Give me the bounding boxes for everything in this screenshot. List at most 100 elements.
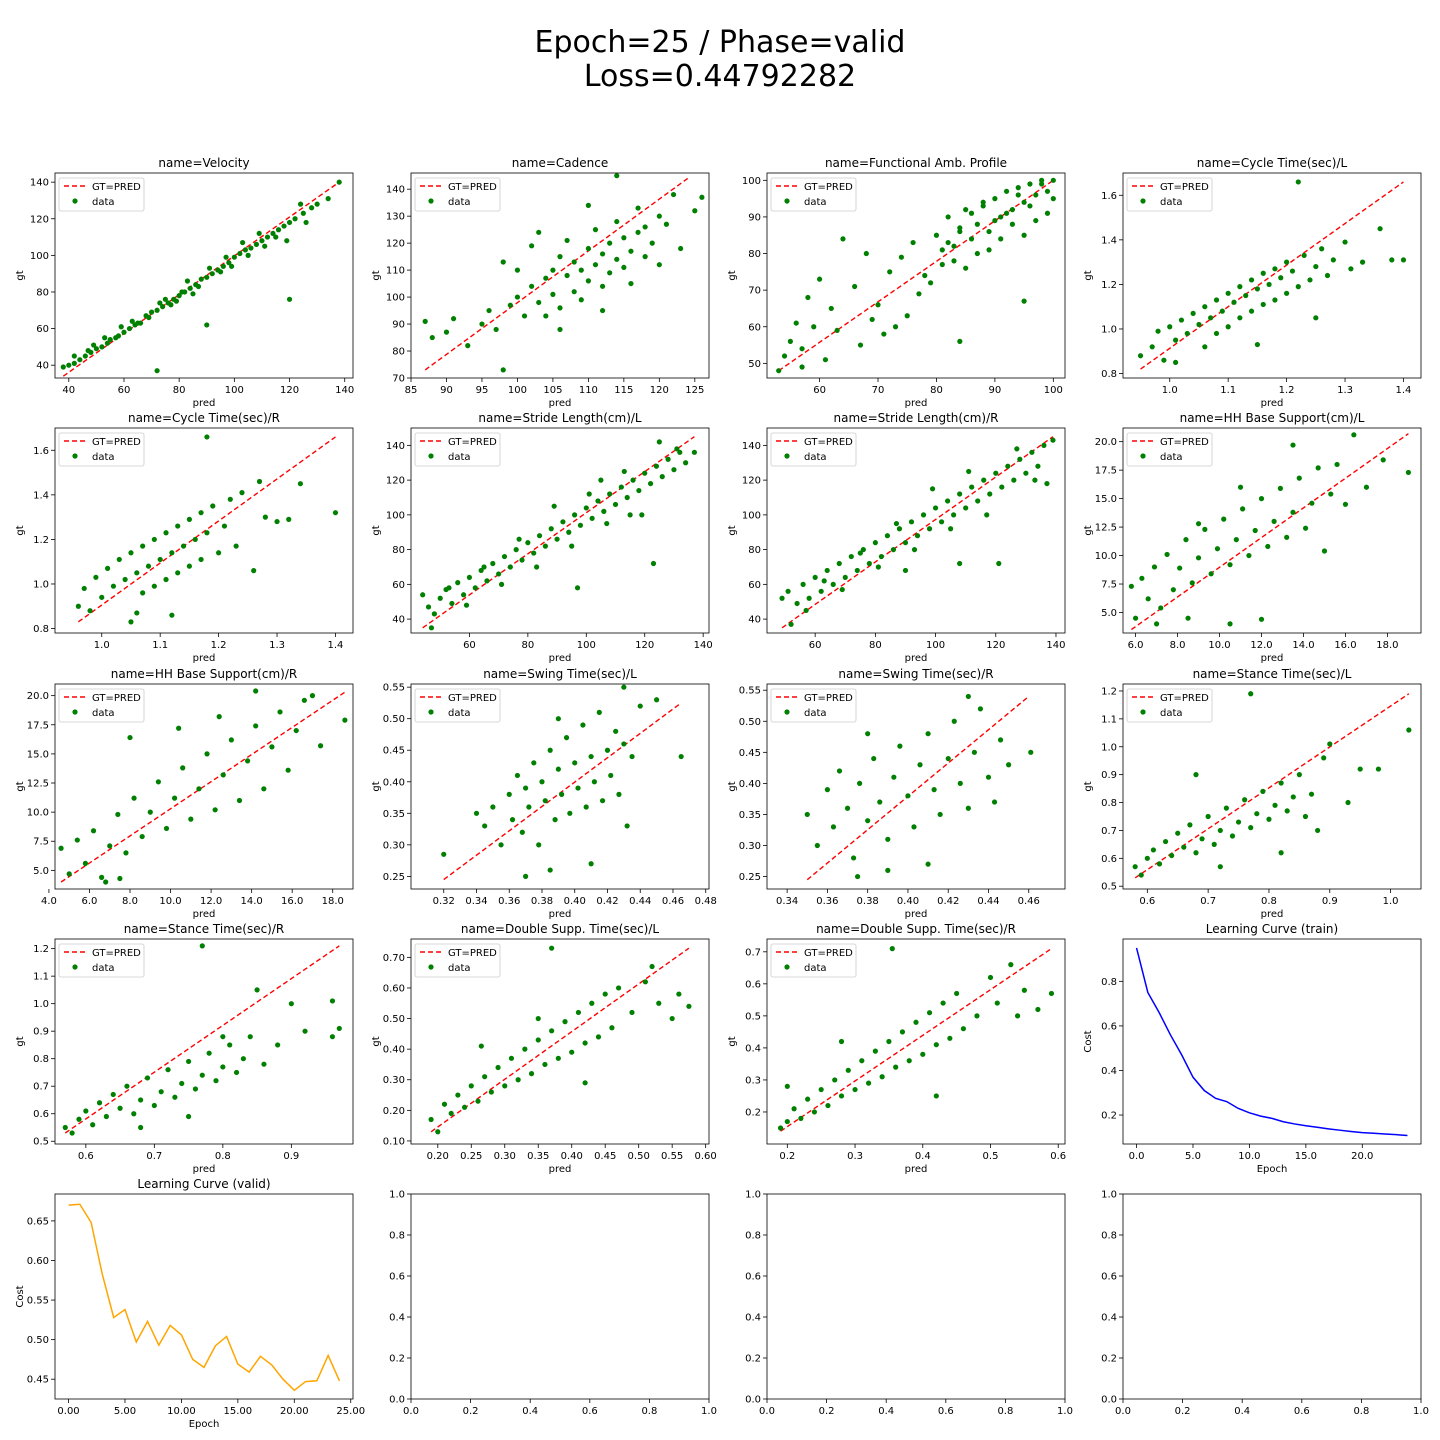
data-point — [975, 498, 981, 504]
y-axis-label: gt — [727, 270, 738, 280]
data-point — [128, 619, 134, 625]
data-point — [692, 208, 698, 214]
legend-marker-swatch — [72, 709, 78, 715]
axes-frame — [766, 172, 1066, 379]
data-point — [939, 261, 945, 268]
data-point — [981, 477, 987, 483]
data-point — [1301, 252, 1307, 259]
data-point — [508, 1055, 515, 1061]
data-point — [450, 316, 457, 322]
data-point — [621, 684, 627, 690]
data-point — [607, 240, 613, 246]
data-point — [90, 1122, 96, 1128]
data-point — [188, 816, 194, 822]
data-point — [332, 510, 339, 516]
legend-label-gt: GT=PRED — [92, 437, 141, 448]
legend-marker-swatch — [428, 964, 434, 970]
data-point — [1225, 290, 1231, 296]
data-point — [1357, 766, 1363, 772]
data-point — [493, 326, 499, 333]
legend-box — [58, 688, 145, 723]
data-point — [91, 342, 97, 348]
x-tick-label: 0.4 — [878, 1406, 894, 1417]
y-tick-label: 0.45 — [383, 746, 405, 757]
data-point — [1271, 518, 1277, 524]
y-tick-label: 100 — [742, 176, 761, 187]
subplot-19: 0.0 0.2 0.4 0.6 0.8 1.0 0.0 0.2 0.4 0.6 0.8 1.0 — [745, 1190, 1073, 1418]
data-point — [1363, 484, 1370, 490]
data-point — [1284, 808, 1290, 814]
data-point — [1145, 596, 1151, 602]
data-point — [793, 320, 799, 326]
subplot-16: 0.0 5.0 10.0 15.0 20.0 0.2 0.4 0.6 0.8 Learning C… — [1083, 922, 1422, 1175]
data-point — [128, 550, 134, 556]
x-tick-label: 140 — [694, 640, 713, 651]
subplot-9: 4.0 6.0 8.0 10.0 12.0 14.0 16.0 18.0 5.0 7.5 10.0 1… — [15, 667, 354, 920]
data-point — [542, 543, 548, 549]
data-point — [542, 1061, 548, 1068]
legend: GT=PRED data — [58, 943, 145, 978]
y-tick-label: 120 — [30, 214, 49, 225]
data-point — [804, 811, 810, 818]
data-point — [614, 173, 620, 179]
data-point — [519, 829, 525, 835]
x-axis-label: pred — [549, 653, 572, 664]
data-point — [582, 1080, 588, 1086]
x-axis-label: pred — [193, 909, 216, 920]
data-point — [602, 991, 608, 997]
data-point — [117, 1105, 123, 1111]
y-tick-label: 0.0 — [745, 1395, 761, 1406]
y-tick-label: 0.45 — [739, 748, 761, 759]
legend-box — [414, 432, 501, 467]
data-point — [490, 560, 496, 567]
legend-box — [58, 432, 145, 467]
y-tick-label: 0.50 — [383, 1014, 405, 1025]
y-tick-label: 80 — [36, 287, 49, 298]
data-point — [66, 362, 72, 368]
data-point — [1003, 210, 1010, 216]
data-point — [549, 1028, 555, 1034]
data-point — [784, 1083, 790, 1089]
data-point — [832, 1077, 838, 1083]
y-tick-label: 0.6 — [33, 1109, 49, 1120]
data-point — [93, 574, 99, 580]
gt-pred-line — [443, 702, 682, 881]
y-tick-label: 15.0 — [1095, 494, 1117, 505]
y-tick-label: 0.4 — [389, 1313, 405, 1324]
data-point — [193, 282, 199, 288]
data-point — [1195, 521, 1202, 527]
data-point — [933, 232, 940, 238]
data-point — [1172, 359, 1179, 366]
data-point — [192, 1086, 199, 1092]
data-point — [555, 1055, 561, 1061]
x-tick-label: 120 — [650, 385, 669, 396]
data-point — [582, 1040, 588, 1046]
data-point — [1138, 872, 1144, 878]
data-point — [607, 270, 613, 276]
subplot-title: name=Swing Time(sec)/R — [838, 667, 993, 681]
data-point — [635, 205, 641, 211]
data-point — [897, 743, 903, 749]
y-tick-label: 0.2 — [745, 1354, 761, 1365]
data-point — [1278, 780, 1284, 786]
data-point — [76, 1116, 82, 1122]
data-point — [525, 540, 531, 546]
data-point — [1021, 298, 1027, 304]
subplot-title: name=Swing Time(sec)/L — [483, 667, 637, 681]
axes-frame — [1122, 427, 1422, 634]
data-point — [621, 468, 627, 475]
data-point — [947, 1035, 953, 1041]
data-point — [1015, 192, 1021, 198]
data-point — [1313, 263, 1319, 270]
data-point — [196, 786, 202, 792]
x-axis-label: pred — [905, 909, 928, 920]
data-point — [814, 842, 820, 849]
data-point — [931, 787, 937, 793]
legend-label-data: data — [804, 452, 827, 463]
x-tick-label: 0.4 — [522, 1406, 538, 1417]
data-point — [1313, 315, 1319, 321]
data-point — [776, 368, 782, 374]
data-point — [963, 207, 969, 213]
legend-marker-swatch — [72, 198, 78, 204]
data-point — [850, 855, 857, 861]
